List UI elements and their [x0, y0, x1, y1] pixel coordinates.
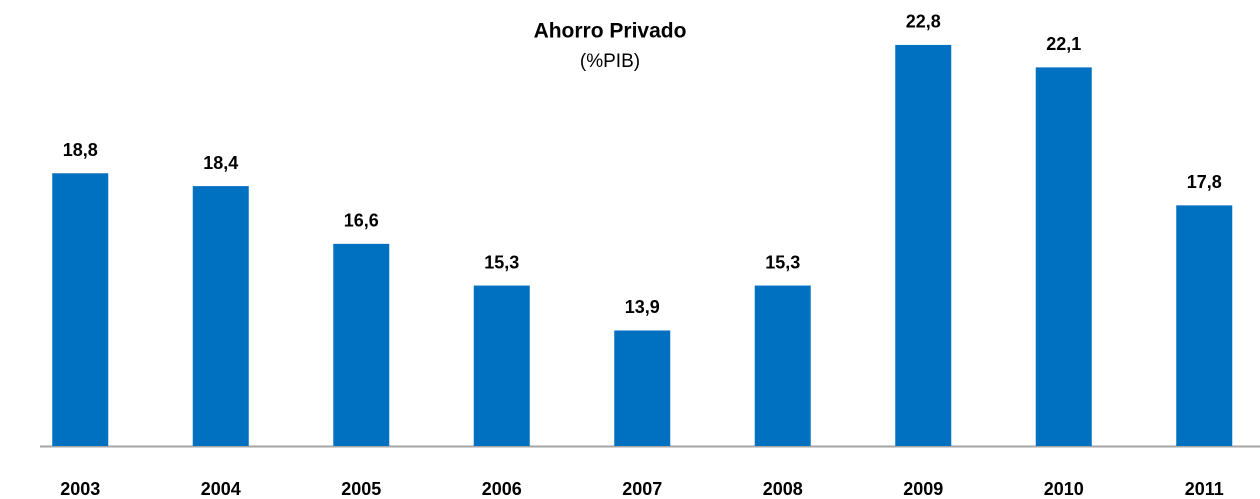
bar: [473, 285, 530, 446]
bar: [192, 186, 249, 447]
bar: [895, 44, 952, 446]
chart-title: Ahorro Privado: [534, 20, 687, 43]
x-tick-label: 2009: [903, 479, 943, 499]
x-tick-label: 2010: [1044, 479, 1084, 499]
data-label: 17,8: [1187, 172, 1222, 192]
bar: [1035, 67, 1092, 447]
bar: [1176, 205, 1233, 446]
data-label: 18,8: [63, 140, 98, 160]
x-tick-label: 2008: [763, 479, 803, 499]
bar: [614, 330, 671, 446]
data-label: 22,8: [906, 12, 941, 32]
x-tick-label: 2011: [1185, 479, 1224, 499]
bar: [333, 243, 390, 446]
x-tick-label: 2003: [60, 479, 100, 499]
bar: [754, 285, 811, 446]
data-label: 15,3: [765, 252, 800, 272]
data-label: 18,4: [203, 153, 238, 173]
data-label: 16,6: [344, 211, 379, 231]
x-tick-label: 2004: [201, 479, 241, 499]
data-label: 15,3: [484, 252, 519, 272]
chart-subtitle: (%PIB): [580, 51, 640, 72]
x-tick-label: 2006: [482, 479, 522, 499]
data-label: 13,9: [625, 297, 660, 317]
x-tick-label: 2007: [622, 479, 662, 499]
x-tick-label: 2005: [341, 479, 381, 499]
data-label: 22,1: [1046, 34, 1081, 54]
bar: [52, 173, 109, 447]
